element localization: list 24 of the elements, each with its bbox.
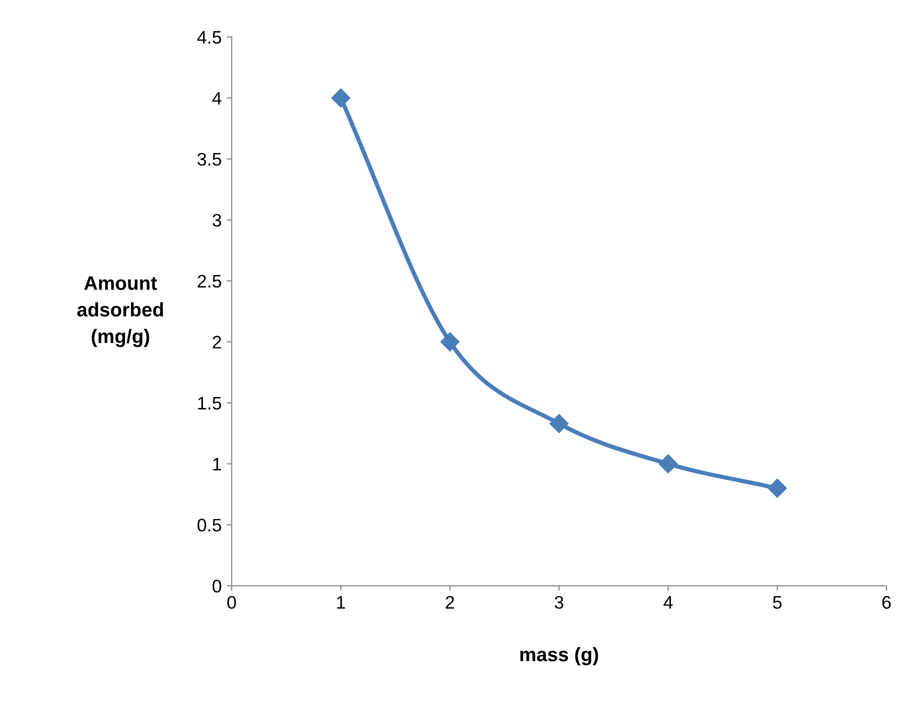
point (768, 478, 787, 498)
y-tick-label: 0 (212, 580, 222, 593)
x-tick-label: 2 (446, 596, 454, 609)
x-tick-label: 6 (882, 596, 891, 609)
x-axis-title: mass (g) (520, 647, 598, 666)
y-tick-label: 4 (212, 92, 222, 104)
y-tick-label: 3 (212, 214, 222, 227)
y-tick-label: 1.5 (198, 396, 222, 410)
x-tick-label: 4 (664, 596, 673, 609)
point (550, 414, 569, 434)
x-tick-label: 0 (227, 596, 236, 609)
y-tick-label: 4.5 (197, 31, 222, 44)
y-tick-label: 3.5 (198, 152, 222, 166)
point (440, 332, 460, 352)
x-tick-label: 3 (554, 596, 564, 609)
y-axis-title: Amount adsorbed (mg/g) (77, 276, 163, 348)
point (331, 88, 350, 108)
y-tick-label: 1 (213, 458, 222, 470)
y-tick-label: 2 (212, 336, 222, 348)
x-tick-label: 1 (337, 596, 345, 609)
y-tick-label: 2.5 (198, 274, 222, 288)
point (658, 454, 678, 474)
x-tick-label: 5 (773, 596, 782, 609)
y-tick-label: 0.5 (198, 518, 222, 532)
